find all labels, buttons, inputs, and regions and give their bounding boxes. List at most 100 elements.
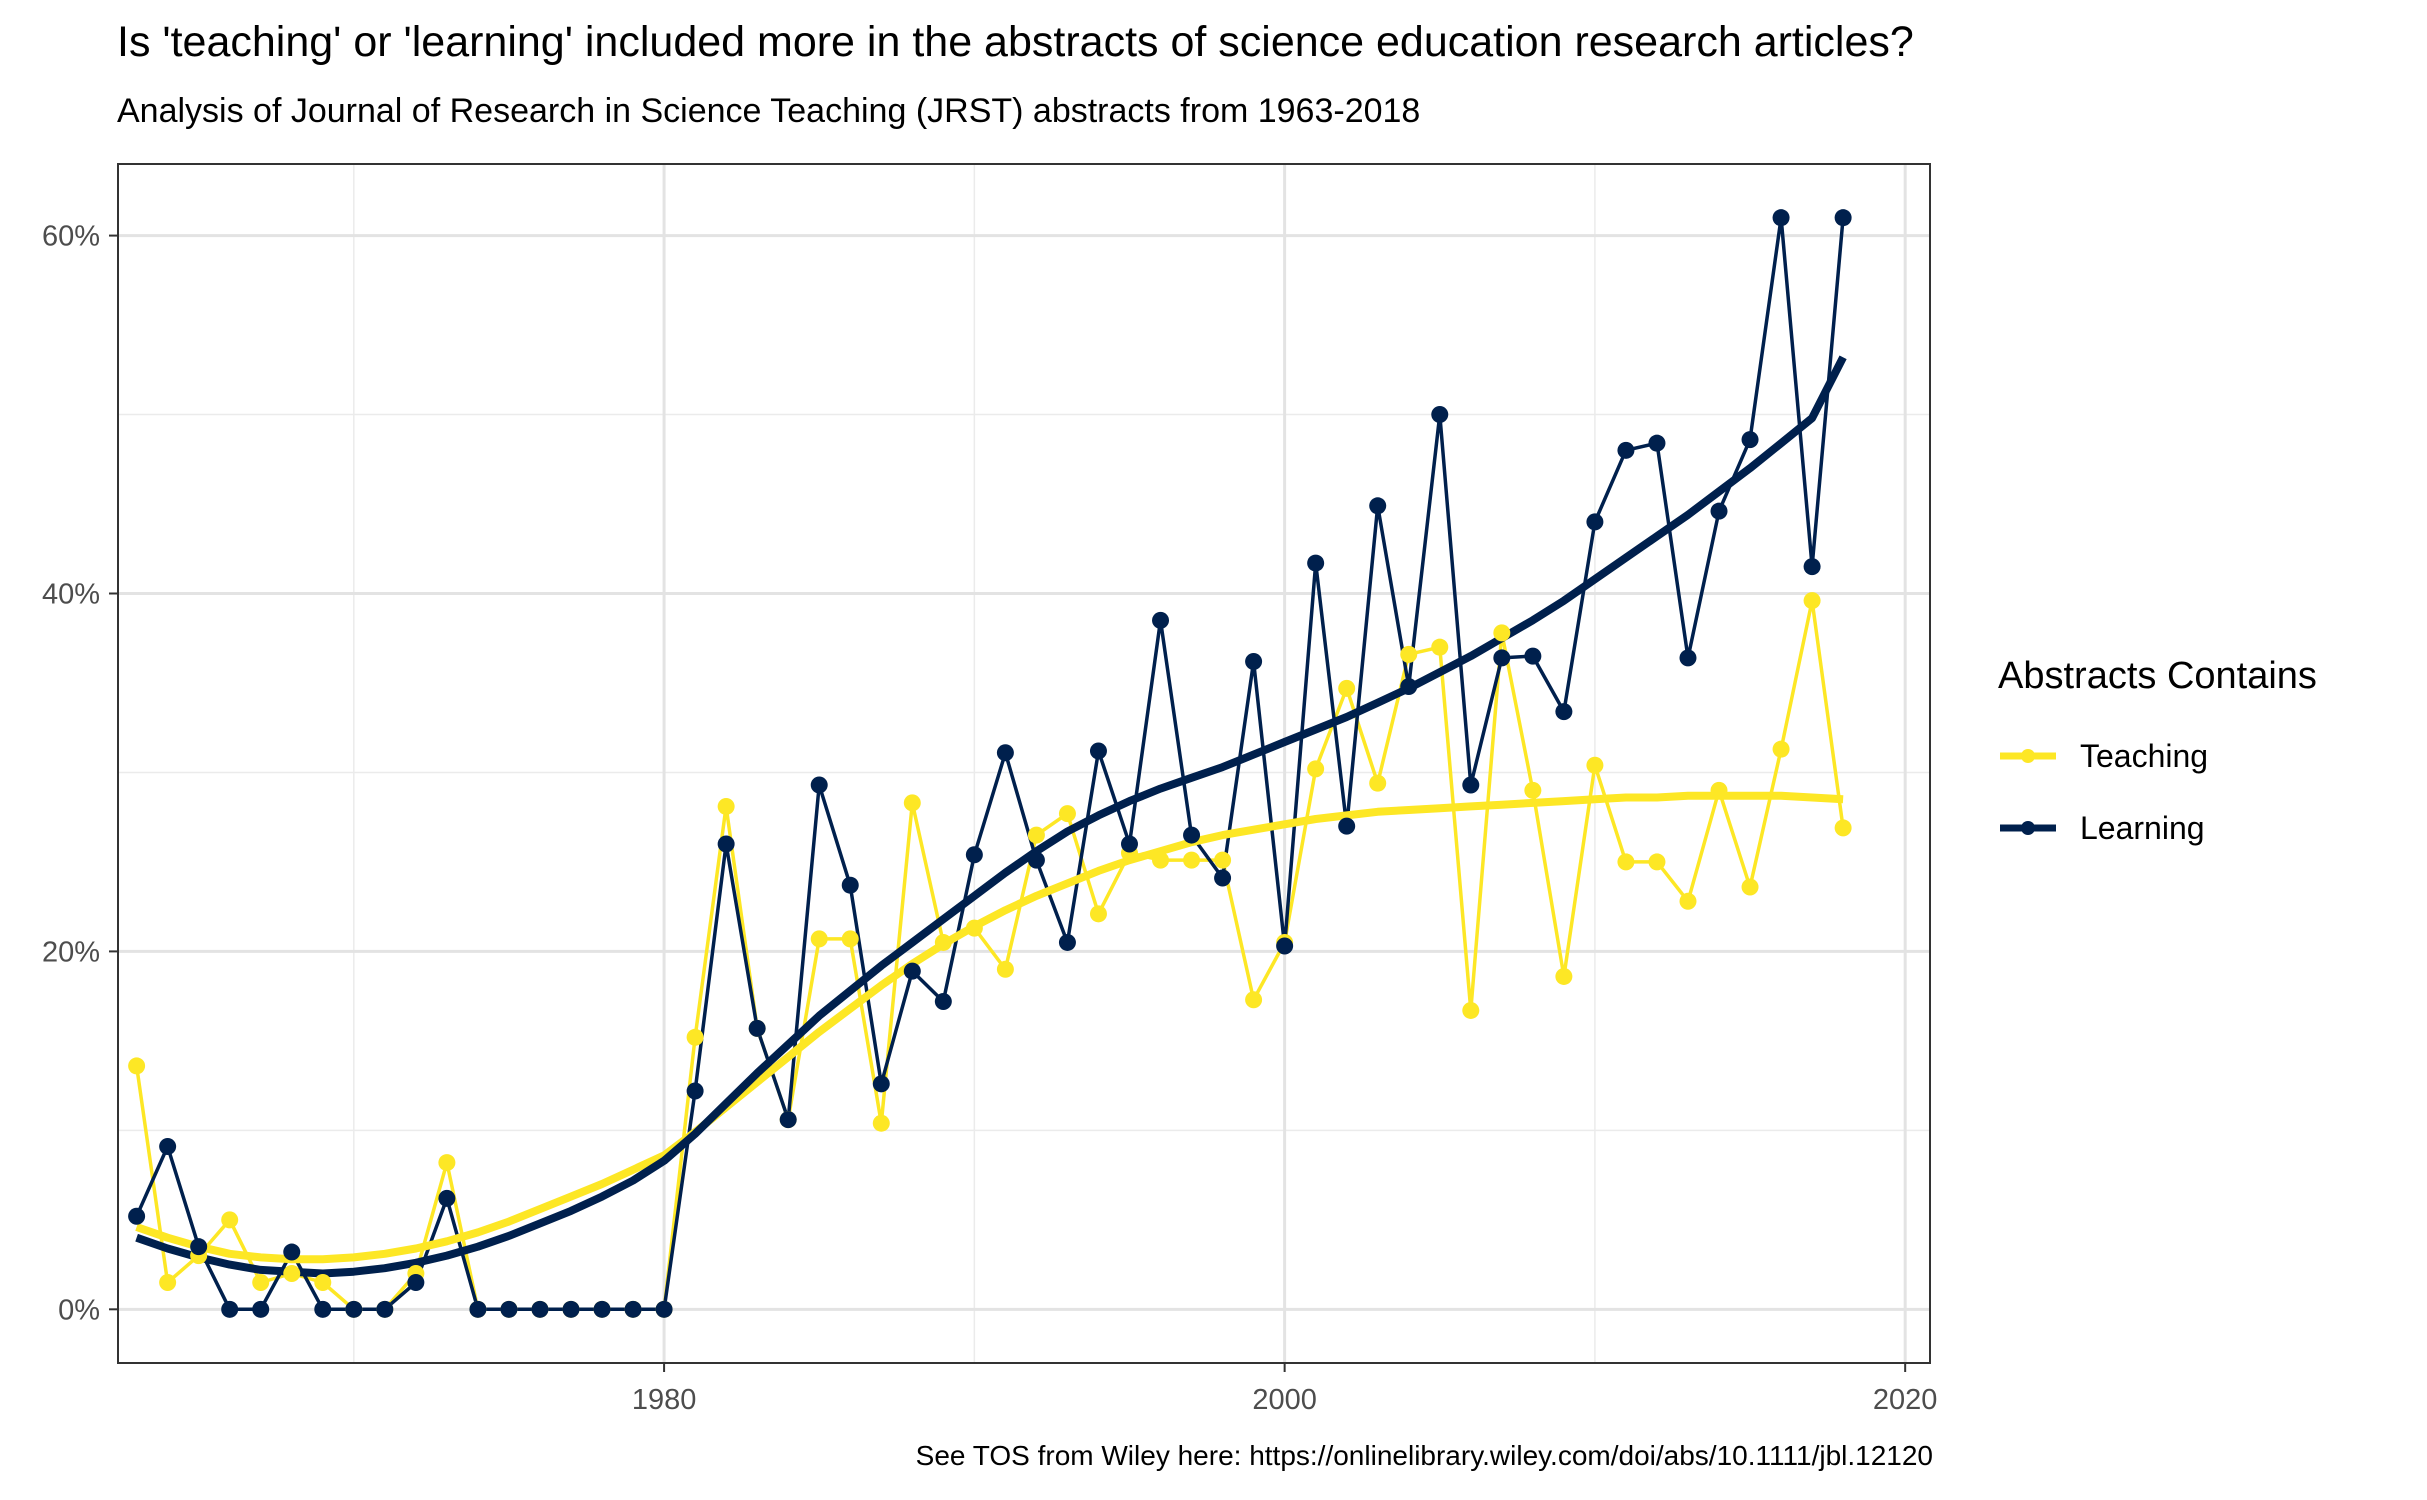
data-point-learning <box>128 1207 146 1225</box>
data-point-teaching <box>1679 892 1697 910</box>
data-point-teaching <box>1617 853 1635 871</box>
data-point-teaching <box>1214 851 1232 869</box>
data-point-learning <box>1834 209 1852 227</box>
data-point-learning <box>872 1075 890 1093</box>
chart-title: Is 'teaching' or 'learning' included mor… <box>117 18 1914 66</box>
trend-line-learning <box>135 355 1847 1278</box>
data-point-teaching <box>1245 991 1263 1009</box>
data-point-teaching <box>1152 851 1170 869</box>
data-point-teaching <box>1369 774 1387 792</box>
data-point-learning <box>314 1300 332 1318</box>
data-point-learning <box>1214 869 1232 887</box>
data-point-teaching <box>934 933 952 951</box>
legend-key-teaching <box>2000 749 2056 763</box>
data-point-learning <box>1152 611 1170 629</box>
legend: Abstracts Contains Teaching Learning <box>1998 655 2317 864</box>
data-point-teaching <box>717 797 735 815</box>
data-point-learning <box>1369 497 1387 515</box>
data-point-teaching <box>1803 592 1821 610</box>
data-point-teaching <box>841 930 859 948</box>
data-point-learning <box>1400 678 1418 696</box>
data-point-learning <box>1338 817 1356 835</box>
y-tick-label: 60% <box>42 221 100 253</box>
x-tick-label: 2020 <box>1873 1384 1938 1416</box>
data-point-teaching <box>438 1154 456 1172</box>
data-point-learning <box>1803 558 1821 576</box>
data-point-learning <box>407 1273 425 1291</box>
data-point-teaching <box>1710 781 1728 799</box>
data-point-teaching <box>1431 638 1449 656</box>
data-point-learning <box>562 1300 580 1318</box>
data-point-learning <box>1089 742 1107 760</box>
data-point-teaching <box>810 930 828 948</box>
data-point-learning <box>1462 776 1480 794</box>
legend-label-learning: Learning <box>2080 809 2205 846</box>
data-point-learning <box>996 744 1014 762</box>
data-point-learning <box>934 993 952 1011</box>
data-point-learning <box>221 1300 239 1318</box>
data-point-learning <box>1027 851 1045 869</box>
x-tick-label: 2000 <box>1252 1384 1317 1416</box>
trend-line-teaching <box>135 791 1844 1264</box>
data-point-teaching <box>1027 826 1045 844</box>
data-point-teaching <box>1338 679 1356 697</box>
data-point-learning <box>1555 703 1573 721</box>
data-point-teaching <box>1089 905 1107 923</box>
data-point-learning <box>1276 937 1294 955</box>
data-point-learning <box>252 1300 270 1318</box>
data-point-learning <box>1617 441 1635 459</box>
data-point-learning <box>469 1300 487 1318</box>
data-point-teaching <box>221 1211 239 1229</box>
data-point-learning <box>283 1243 301 1261</box>
chart-subtitle: Analysis of Journal of Research in Scien… <box>117 92 1421 130</box>
data-point-learning <box>1679 649 1697 667</box>
data-point-teaching <box>1834 819 1852 837</box>
panel-border <box>117 163 1931 1364</box>
data-point-learning <box>1058 933 1076 951</box>
data-point-teaching <box>1555 967 1573 985</box>
series-line-teaching <box>134 598 1845 1312</box>
legend-label-teaching: Teaching <box>2080 737 2209 774</box>
data-point-learning <box>717 835 735 853</box>
data-point-teaching <box>252 1273 270 1291</box>
y-tick-label: 40% <box>42 578 100 610</box>
data-point-learning <box>1741 431 1759 449</box>
data-point-teaching <box>1307 760 1325 778</box>
data-point-teaching <box>1462 1001 1480 1019</box>
legend-key-learning <box>2000 821 2056 835</box>
data-point-learning <box>1493 649 1511 667</box>
legend-item-learning: Learning <box>1998 792 2317 864</box>
data-point-learning <box>1431 406 1449 424</box>
data-point-learning <box>345 1300 363 1318</box>
data-point-learning <box>1710 502 1728 520</box>
data-point-learning <box>841 876 859 894</box>
data-point-learning <box>500 1300 518 1318</box>
data-point-learning <box>1648 434 1666 452</box>
x-tick-label: 1980 <box>632 1384 697 1416</box>
data-point-learning <box>159 1137 177 1155</box>
data-point-teaching <box>283 1265 301 1283</box>
data-point-teaching <box>996 960 1014 978</box>
data-point-teaching <box>686 1028 704 1046</box>
data-point-learning <box>1245 652 1263 670</box>
data-point-learning <box>903 962 921 980</box>
data-point-learning <box>624 1300 642 1318</box>
data-point-learning <box>779 1111 797 1129</box>
data-point-learning <box>531 1300 549 1318</box>
data-point-learning <box>1307 554 1325 572</box>
legend-title: Abstracts Contains <box>1998 655 2317 697</box>
data-point-teaching <box>1741 878 1759 896</box>
data-point-learning <box>810 776 828 794</box>
data-point-teaching <box>1493 624 1511 642</box>
data-point-teaching <box>872 1114 890 1132</box>
data-point-learning <box>438 1189 456 1207</box>
data-point-learning <box>655 1300 673 1318</box>
data-point-teaching <box>903 794 921 812</box>
data-point-teaching <box>314 1273 332 1291</box>
data-point-learning <box>190 1238 208 1256</box>
data-point-teaching <box>1058 805 1076 823</box>
data-point-learning <box>1772 209 1790 227</box>
y-tick-label: 0% <box>58 1294 100 1326</box>
data-point-teaching <box>1772 740 1790 758</box>
